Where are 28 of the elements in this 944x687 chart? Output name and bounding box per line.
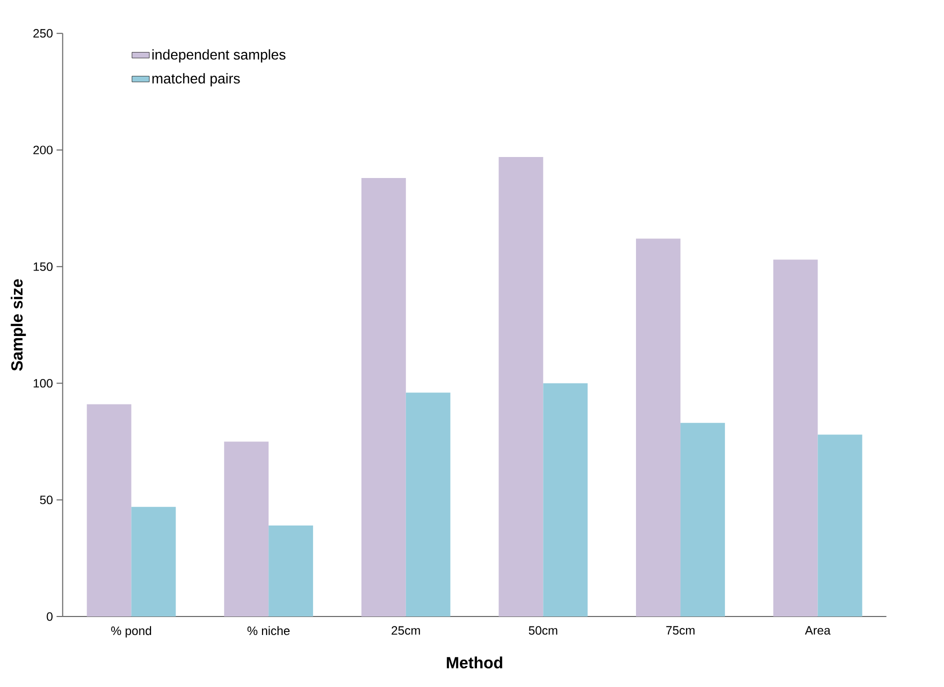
bar bbox=[86, 404, 132, 616]
bar bbox=[773, 259, 818, 616]
bar bbox=[498, 156, 544, 616]
legend-label: independent samples bbox=[152, 49, 286, 62]
bar bbox=[361, 178, 406, 616]
y-tick-label: 0 bbox=[46, 612, 53, 621]
x-tick-label: % niche bbox=[247, 626, 290, 635]
bar bbox=[818, 434, 862, 616]
y-tick-label: 100 bbox=[34, 378, 53, 388]
x-tick-label: 50cm bbox=[528, 626, 558, 635]
bar bbox=[224, 441, 269, 616]
x-tick-label: 75cm bbox=[666, 626, 694, 634]
bar bbox=[268, 525, 314, 616]
bar bbox=[131, 506, 176, 616]
y-axis-title: Sample size bbox=[10, 279, 26, 371]
legend-label: matched pairs bbox=[152, 73, 240, 86]
x-tick-label: Area bbox=[804, 626, 831, 634]
y-tick-label: 150 bbox=[34, 262, 53, 271]
y-tick-label: 200 bbox=[33, 146, 53, 154]
x-tick-label: 25cm bbox=[392, 626, 420, 635]
x-tick-label: % pond bbox=[111, 626, 152, 638]
bar bbox=[406, 392, 450, 616]
y-tick-label: 250 bbox=[33, 28, 53, 38]
x-axis-title: Method bbox=[446, 656, 502, 668]
bar bbox=[636, 238, 680, 616]
y-tick-label: 50 bbox=[40, 495, 53, 504]
bar bbox=[680, 422, 725, 616]
bar bbox=[543, 383, 588, 616]
